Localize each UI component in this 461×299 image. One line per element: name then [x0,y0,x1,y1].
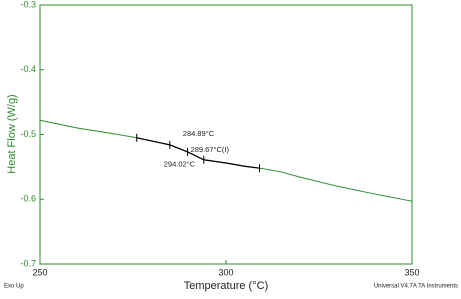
footer-left: Exo Up [4,284,24,290]
y-tick-label: -0.3 [20,0,36,9]
series-line [136,137,260,169]
x-tick-label: 250 [32,267,47,277]
y-tick-label: -0.7 [20,258,36,268]
annotation: 284.89°C [183,129,215,138]
annotation: 294.02°C [164,160,196,169]
x-axis-label: Temperature (°C) [184,280,268,292]
series-line [39,119,413,202]
x-tick-label: 350 [404,267,419,277]
x-tick-label: 300 [218,267,233,277]
y-axis-label: Heat Flow (W/g) [6,94,18,173]
y-tick-label: -0.4 [20,64,36,74]
y-tick-label: -0.5 [20,129,36,139]
annotation: 289.67°C(I) [191,145,230,154]
plot-frame [39,4,413,265]
footer-right: Universal V4.7A TA Instruments [374,284,458,290]
y-tick-label: -0.6 [20,194,36,204]
